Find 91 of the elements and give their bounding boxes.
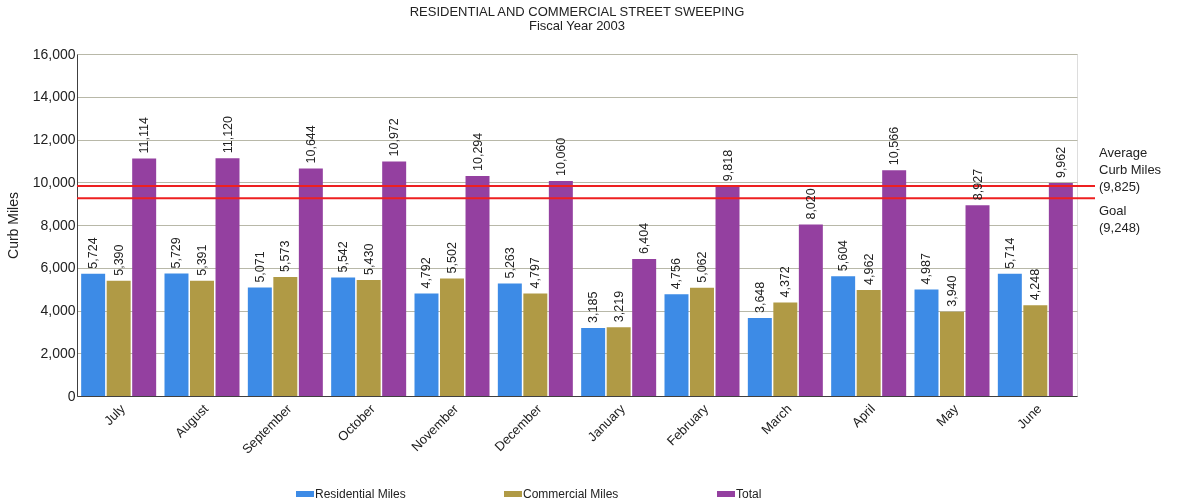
bar [273,276,298,396]
bar [606,327,631,396]
legend-label: Residential Miles [315,487,406,501]
bar [581,327,606,396]
chart-subtitle: Fiscal Year 2003 [528,18,626,33]
data-label: 9,962 [1053,146,1068,179]
data-label: 5,714 [1002,237,1017,269]
data-label: 4,962 [861,253,876,285]
bar [190,280,214,396]
data-label: 11,120 [220,115,235,154]
data-label: 8,927 [970,168,985,201]
data-label: 10,294 [470,132,485,171]
data-label: 5,502 [445,242,459,274]
x-tick-label: July [100,400,129,429]
bar [997,273,1022,396]
data-label: 4,248 [1028,268,1043,301]
data-label: 5,263 [502,247,517,279]
bar [831,276,856,396]
y-axis-title: Curb Miles [4,192,21,259]
bar [1023,305,1048,396]
bar [747,318,772,396]
bar [914,289,939,396]
legend-label: Commercial Miles [523,487,619,501]
bar [164,273,189,396]
ref-line-label: Average Curb Miles (9,825) [1099,144,1162,194]
data-label: 9,818 [720,149,735,182]
data-label: 5,729 [169,237,184,269]
data-label: 5,573 [278,240,293,272]
data-label: 3,219 [611,290,626,323]
data-label: 5,542 [336,241,351,273]
bar [247,287,272,396]
bar [382,161,407,396]
data-label: 4,792 [419,257,434,289]
bar [81,273,106,396]
data-label: 5,604 [836,239,851,272]
data-label: 5,430 [361,243,376,275]
y-tick-label: 14,000 [32,88,76,105]
bar [715,186,740,396]
bar [856,289,881,396]
data-label: 10,566 [887,126,902,166]
bar [298,168,323,396]
bar [523,293,548,396]
bar [664,294,689,396]
data-label: 3,185 [586,291,601,323]
data-label: 3,648 [752,281,767,314]
data-label: 10,644 [303,125,318,164]
y-tick-label: 10,000 [32,173,76,190]
y-tick-label: 8,000 [40,216,76,233]
legend-label: Total [736,487,762,501]
data-label: 11,114 [137,117,152,154]
bar [497,283,522,396]
data-label: 4,797 [528,257,543,289]
bar [414,293,439,396]
bar [882,170,907,396]
data-label: 10,060 [553,137,568,176]
bar [798,224,823,396]
data-label: 10,972 [387,118,402,157]
data-label: 4,756 [669,258,684,290]
y-tick-label: 4,000 [40,302,76,318]
chart-title: RESIDENTIAL AND COMMERCIAL STREET SWEEPING [409,4,745,19]
data-label: 5,391 [195,244,209,276]
bar [965,205,990,396]
bar [440,278,464,396]
bar [940,311,964,396]
data-label: 5,724 [86,237,101,269]
bar [690,287,714,396]
y-tick-label: 2,000 [40,344,76,361]
data-label: 3,940 [945,275,959,307]
bar [106,280,131,396]
data-label: 5,390 [111,244,126,276]
data-label: 5,071 [252,251,267,283]
bar [215,158,240,396]
ref-line-label: Goal (9,248) [1099,203,1141,236]
y-tick-label: 6,000 [40,259,76,276]
bar [356,279,381,396]
bar [548,180,573,396]
data-label: 8,020 [803,188,818,220]
bar [132,158,157,396]
x-tick-label: May [933,400,962,430]
bar [632,259,657,396]
y-tick-label: 12,000 [32,131,76,147]
bar [773,302,798,396]
bar [331,277,356,396]
data-label: 5,062 [695,251,709,283]
y-tick-label: 0 [67,387,76,404]
bar [465,175,490,396]
data-label: 4,987 [919,253,934,285]
data-label: 6,404 [637,222,652,255]
y-tick-label: 16,000 [32,45,76,62]
data-label: 4,372 [778,266,793,298]
bar [1048,183,1073,396]
